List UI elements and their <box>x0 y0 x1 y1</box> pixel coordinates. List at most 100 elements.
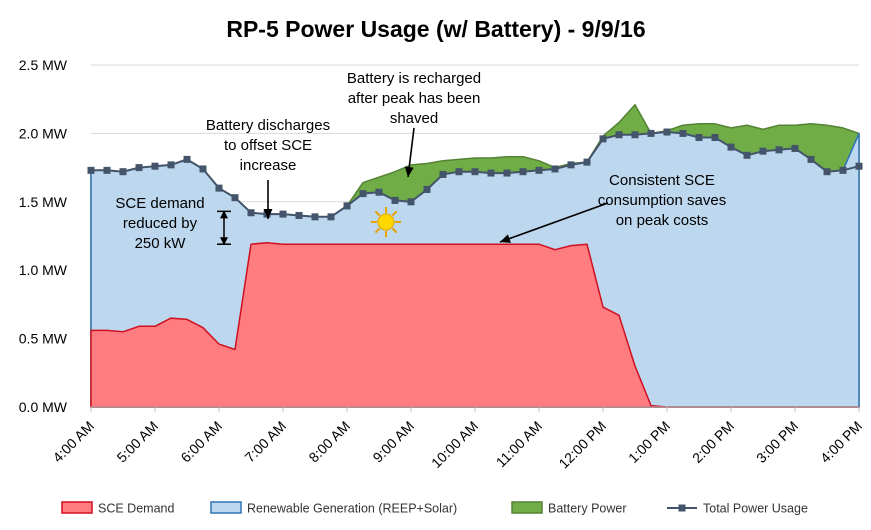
total-power-marker <box>551 165 559 173</box>
total-power-marker <box>631 131 639 139</box>
total-power-marker <box>839 166 847 174</box>
sun-icon <box>371 207 401 237</box>
total-power-marker <box>439 170 447 178</box>
legend-label: Total Power Usage <box>703 502 808 516</box>
sun-ray <box>374 210 381 217</box>
reduction-arrow-head <box>220 237 228 246</box>
sun-ray <box>374 227 381 234</box>
total-power-marker <box>471 168 479 176</box>
total-power-marker <box>183 155 191 163</box>
x-tick-label: 9:00 AM <box>369 418 417 466</box>
total-power-marker <box>567 161 575 169</box>
total-power-marker <box>343 202 351 210</box>
total-power-marker <box>695 134 703 142</box>
y-tick-label: 1.5 MW <box>19 194 68 210</box>
total-power-marker <box>519 168 527 176</box>
annotation-discharge: to offset SCE <box>224 137 312 154</box>
annotation-sce: reduced by <box>123 215 198 232</box>
annotation-consistent: on peak costs <box>616 212 709 229</box>
total-power-marker <box>359 190 367 198</box>
x-tick-label: 3:00 PM <box>753 418 801 466</box>
total-power-marker <box>743 151 751 159</box>
legend-label: Battery Power <box>548 502 627 516</box>
total-power-marker <box>87 166 95 174</box>
sun-disc <box>377 213 395 231</box>
total-power-marker <box>151 162 159 170</box>
total-power-marker <box>727 143 735 151</box>
total-power-marker <box>583 158 591 166</box>
x-tick-label: 4:00 AM <box>49 418 97 466</box>
reduction-arrow-head <box>220 210 228 219</box>
total-power-marker <box>247 209 255 217</box>
y-tick-label: 0.5 MW <box>19 331 68 347</box>
total-power-marker <box>279 210 287 218</box>
total-power-marker <box>167 161 175 169</box>
total-power-marker <box>647 129 655 137</box>
legend-swatch <box>61 501 93 514</box>
y-tick-label: 0.0 MW <box>19 399 68 415</box>
total-power-marker <box>487 169 495 177</box>
annotation-sce: 250 kW <box>135 235 187 252</box>
x-tick-label: 7:00 AM <box>241 418 289 466</box>
legend-swatch-marker <box>678 504 686 512</box>
total-power-marker <box>615 131 623 139</box>
sun-ray <box>391 227 398 234</box>
y-tick-label: 2.5 MW <box>19 57 68 73</box>
total-power-marker <box>231 194 239 202</box>
total-power-marker <box>663 128 671 136</box>
annotation-discharge: Battery discharges <box>206 117 330 134</box>
total-power-marker <box>327 213 335 221</box>
total-power-marker <box>599 135 607 143</box>
total-power-marker <box>775 146 783 154</box>
total-power-marker <box>855 162 863 170</box>
arrow-head-consistent <box>500 234 511 243</box>
annotation-recharge: Battery is recharged <box>347 70 481 87</box>
annotation-recharge: shaved <box>390 110 438 127</box>
total-power-marker <box>295 211 303 219</box>
annotation-sce: SCE demand <box>115 195 204 212</box>
annotations: SCE demand reduced by 250 kW Battery discha… <box>115 70 726 252</box>
y-tick-label: 2.0 MW <box>19 125 68 141</box>
total-power-marker <box>103 166 111 174</box>
x-tick-label: 5:00 AM <box>113 418 161 466</box>
total-power-marker <box>119 168 127 176</box>
series-areas <box>90 103 860 408</box>
x-tick-label: 2:00 PM <box>689 418 737 466</box>
arrow-consistent <box>499 202 609 243</box>
total-power-marker <box>807 155 815 163</box>
y-tick-label: 1.0 MW <box>19 262 68 278</box>
arrow-head-recharge <box>404 166 414 177</box>
total-power-marker <box>791 144 799 152</box>
total-power-marker <box>503 169 511 177</box>
total-power-marker <box>423 185 431 193</box>
x-tick-label: 12:00 PM <box>555 418 609 472</box>
legend-swatch <box>511 501 543 514</box>
annotation-consistent: consumption saves <box>598 192 726 209</box>
total-power-marker <box>535 166 543 174</box>
total-power-marker <box>455 168 463 176</box>
total-power-marker <box>407 198 415 206</box>
annotation-discharge: increase <box>240 157 297 174</box>
x-tick-label: 6:00 AM <box>177 418 225 466</box>
annotation-consistent: Consistent SCE <box>609 172 715 189</box>
total-power-marker <box>391 196 399 204</box>
total-power-marker <box>135 164 143 172</box>
legend-swatch <box>210 501 242 514</box>
legend-label: SCE Demand <box>98 502 174 516</box>
total-power-marker <box>199 165 207 173</box>
legend: SCE Demand Renewable Generation (REEP+Sol… <box>61 501 808 516</box>
total-power-marker <box>823 168 831 176</box>
sun-ray <box>391 210 398 217</box>
x-tick-label: 11:00 AM <box>493 418 545 470</box>
total-power-marker <box>215 184 223 192</box>
total-power-marker <box>759 147 767 155</box>
series-lines <box>87 128 863 221</box>
annotation-recharge: after peak has been <box>348 90 481 107</box>
arrow-head-discharge <box>263 209 273 219</box>
total-power-marker <box>679 129 687 137</box>
x-tick-label: 1:00 PM <box>625 418 673 466</box>
total-power-marker <box>711 134 719 142</box>
legend-label: Renewable Generation (REEP+Solar) <box>247 502 457 516</box>
x-tick-label: 8:00 AM <box>305 418 353 466</box>
